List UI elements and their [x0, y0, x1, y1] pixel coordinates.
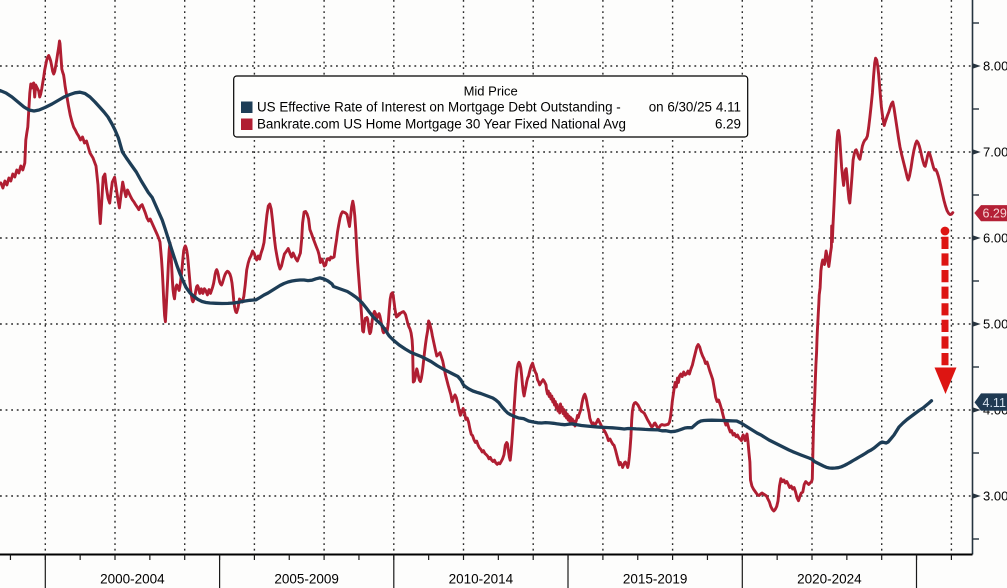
- svg-text:4.11: 4.11: [716, 100, 741, 115]
- svg-text:2005-2009: 2005-2009: [274, 572, 339, 587]
- svg-text:8.00: 8.00: [983, 59, 1007, 74]
- svg-text:2020-2024: 2020-2024: [797, 572, 862, 587]
- svg-text:5.00: 5.00: [983, 317, 1007, 332]
- svg-text:3.00: 3.00: [983, 489, 1007, 504]
- svg-text:US Effective Rate of Interest: US Effective Rate of Interest on Mortgag…: [257, 100, 621, 115]
- svg-text:4.11: 4.11: [983, 396, 1006, 410]
- svg-text:2000-2004: 2000-2004: [100, 572, 165, 587]
- svg-text:6.00: 6.00: [983, 231, 1007, 246]
- svg-text:Mid Price: Mid Price: [464, 84, 518, 99]
- svg-text:6.29: 6.29: [983, 207, 1007, 221]
- svg-text:6.29: 6.29: [715, 117, 741, 132]
- svg-text:2015-2019: 2015-2019: [623, 572, 688, 587]
- svg-text:Bankrate.com US Home Mortgage: Bankrate.com US Home Mortgage 30 Year Fi…: [257, 117, 626, 132]
- svg-text:7.00: 7.00: [983, 145, 1007, 160]
- svg-text:2010-2014: 2010-2014: [449, 572, 514, 587]
- svg-text:on 6/30/25: on 6/30/25: [649, 100, 712, 115]
